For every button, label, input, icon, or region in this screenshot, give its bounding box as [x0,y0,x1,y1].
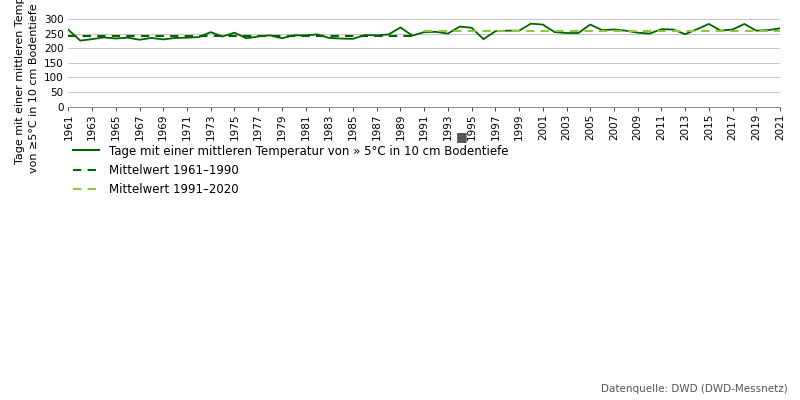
Y-axis label: Tage mit einer mittleren Temperatur
von ≥5°C in 10 cm Bodentiefe [Anzahl]: Tage mit einer mittleren Temperatur von … [15,0,38,173]
Legend: Tage mit einer mittleren Temperatur von » 5°C in 10 cm Bodentiefe, Mittelwert 19: Tage mit einer mittleren Temperatur von … [68,140,513,201]
Text: Datenquelle: DWD (DWD-Messnetz): Datenquelle: DWD (DWD-Messnetz) [602,384,788,394]
Text: ■: ■ [456,130,468,143]
